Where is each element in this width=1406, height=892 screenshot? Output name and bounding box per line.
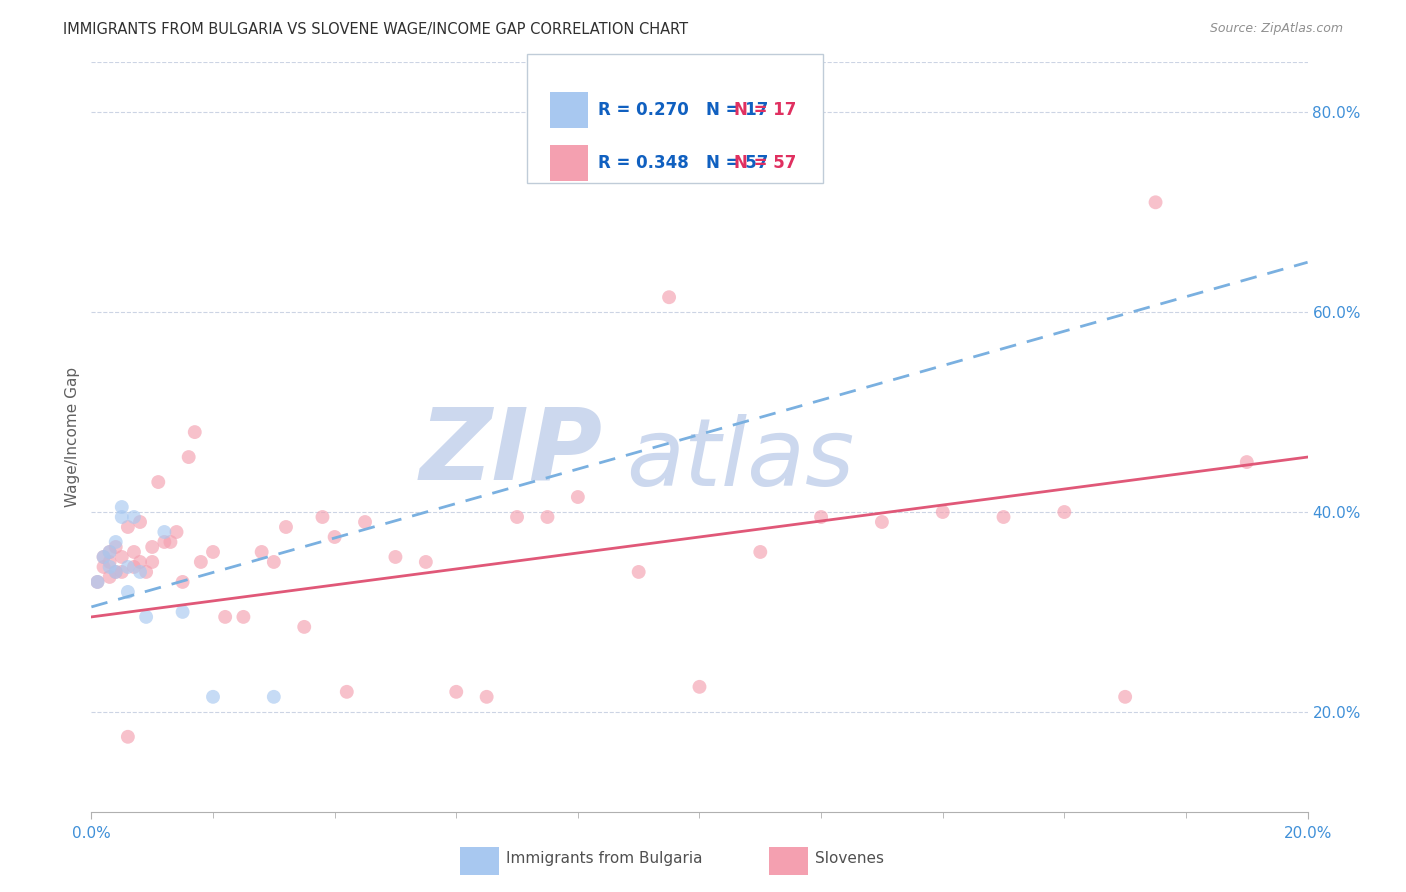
Point [104, 565, 127, 579]
Point [184, 425, 207, 439]
Point [111, 500, 134, 514]
Text: R = 0.270   N = 17: R = 0.270 N = 17 [598, 101, 768, 119]
Y-axis label: Wage/Income Gap: Wage/Income Gap [65, 367, 80, 508]
Point [688, 680, 710, 694]
Point [98, 545, 121, 559]
Point [627, 565, 650, 579]
Point [202, 690, 225, 704]
Point [250, 545, 273, 559]
Point [135, 565, 157, 579]
Point [153, 535, 176, 549]
Point [567, 490, 589, 504]
Point [93, 560, 115, 574]
Point [292, 620, 315, 634]
Point [214, 610, 236, 624]
Point [810, 510, 832, 524]
Point [993, 510, 1015, 524]
Text: IMMIGRANTS FROM BULGARIA VS SLOVENE WAGE/INCOME GAP CORRELATION CHART: IMMIGRANTS FROM BULGARIA VS SLOVENE WAGE… [63, 22, 689, 37]
Point [311, 510, 333, 524]
Point [506, 510, 529, 524]
Point [870, 515, 893, 529]
Point [384, 549, 406, 564]
Point [104, 535, 127, 549]
Point [336, 685, 359, 699]
Point [117, 520, 139, 534]
Point [117, 585, 139, 599]
Point [159, 535, 181, 549]
Point [86, 574, 108, 589]
Text: ZIP: ZIP [419, 403, 602, 500]
Point [122, 510, 145, 524]
Point [931, 505, 953, 519]
Text: Immigrants from Bulgaria: Immigrants from Bulgaria [506, 851, 703, 865]
Point [1236, 455, 1258, 469]
Point [117, 560, 139, 574]
Point [172, 605, 194, 619]
Point [274, 520, 297, 534]
Text: R = 0.348   N = 57: R = 0.348 N = 57 [598, 153, 768, 172]
Point [122, 545, 145, 559]
Point [148, 475, 170, 489]
Point [93, 549, 115, 564]
Point [172, 574, 194, 589]
Text: N = 57: N = 57 [734, 153, 796, 172]
Point [111, 565, 134, 579]
Point [658, 290, 681, 304]
Text: Source: ZipAtlas.com: Source: ZipAtlas.com [1209, 22, 1343, 36]
Text: Slovenes: Slovenes [815, 851, 884, 865]
Point [117, 730, 139, 744]
Point [153, 524, 176, 539]
Point [98, 560, 121, 574]
Point [166, 524, 188, 539]
Point [1114, 690, 1136, 704]
Point [1053, 505, 1076, 519]
Point [86, 574, 108, 589]
Point [98, 570, 121, 584]
Point [190, 555, 212, 569]
Point [354, 515, 377, 529]
Point [98, 555, 121, 569]
Point [122, 560, 145, 574]
Point [129, 555, 152, 569]
Point [111, 549, 134, 564]
Point [129, 565, 152, 579]
Point [135, 610, 157, 624]
Point [232, 610, 254, 624]
Point [263, 690, 285, 704]
Text: atlas: atlas [627, 414, 855, 505]
Text: N = 17: N = 17 [734, 101, 796, 119]
Point [263, 555, 285, 569]
Point [104, 540, 127, 554]
Point [104, 565, 127, 579]
Point [1144, 195, 1167, 210]
Point [536, 510, 558, 524]
Point [415, 555, 437, 569]
Point [93, 549, 115, 564]
Point [111, 510, 134, 524]
Point [98, 545, 121, 559]
Point [202, 545, 225, 559]
Point [177, 450, 200, 464]
Point [323, 530, 346, 544]
Point [141, 555, 163, 569]
Point [129, 515, 152, 529]
Point [749, 545, 772, 559]
Point [475, 690, 498, 704]
Point [444, 685, 467, 699]
Point [141, 540, 163, 554]
